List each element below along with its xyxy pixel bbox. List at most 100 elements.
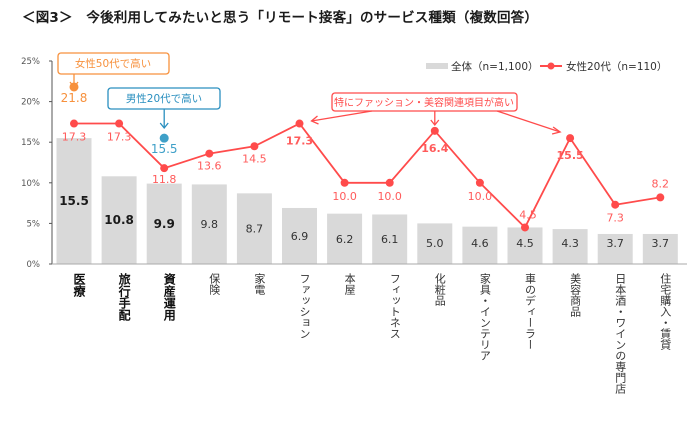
annotation-arrow-fashion bbox=[311, 110, 373, 122]
bar-保険 bbox=[191, 184, 227, 264]
line-value-label: 10.0 bbox=[468, 190, 493, 203]
legend: 全体（n=1,100） 女性20代（n=110） bbox=[426, 60, 667, 73]
bar-ファッション bbox=[282, 207, 317, 264]
arrow-head-icon bbox=[430, 119, 440, 127]
line-value-label: 4.5 bbox=[519, 208, 537, 221]
bar-美容商品 bbox=[552, 229, 588, 264]
legend-swatch-all bbox=[426, 63, 448, 69]
line-marker-車のディーラー bbox=[521, 223, 529, 232]
bar-value-label: 10.8 bbox=[104, 213, 134, 227]
bar-value-label: 4.6 bbox=[471, 237, 489, 250]
category-label: 日本酒・ワインの専門店 bbox=[614, 273, 627, 394]
category-label: 医療 bbox=[72, 273, 86, 298]
line-marker-化粧品 bbox=[430, 126, 439, 135]
bar-家具・インテリア bbox=[462, 226, 498, 264]
bars-layer bbox=[56, 138, 678, 264]
extra-point-label: 15.5 bbox=[151, 142, 178, 156]
line-female20 bbox=[74, 122, 661, 229]
bar-value-label: 3.7 bbox=[652, 237, 670, 250]
bar-value-label: 6.9 bbox=[291, 230, 309, 243]
bar-医療 bbox=[56, 138, 92, 264]
line-value-label: 14.5 bbox=[242, 152, 267, 165]
bar-家電 bbox=[236, 193, 272, 264]
category-label: ファッション bbox=[298, 273, 311, 339]
category-label: フィットネス bbox=[388, 273, 401, 339]
y-tick-label: 10% bbox=[21, 179, 40, 189]
category-label: 本屋 bbox=[343, 272, 356, 296]
category-label: 化粧品 bbox=[433, 272, 446, 306]
line-marker-美容商品 bbox=[566, 134, 575, 143]
legend-label-all: 全体（n=1,100） bbox=[451, 60, 539, 73]
bar-value-label: 8.7 bbox=[246, 223, 264, 236]
bar-value-label: 9.8 bbox=[201, 218, 219, 231]
bar-value-label: 6.2 bbox=[336, 233, 354, 246]
line-value-label: 15.5 bbox=[557, 149, 584, 162]
line-marker-日本酒・ワインの専門店 bbox=[611, 200, 620, 209]
category-labels: 医療 旅行手配 資産運用 保険 家電 ファッション 本屋 フィットネス 化粧品 家具・インテリア 車… bbox=[72, 272, 672, 394]
legend-label-female20: 女性20代（n=110） bbox=[566, 60, 667, 73]
y-tick-label: 20% bbox=[21, 98, 40, 108]
category-label: 住宅購入・賃貸 bbox=[659, 272, 672, 351]
bar-value-label: 6.1 bbox=[381, 233, 399, 246]
arrow-head-icon bbox=[69, 81, 79, 89]
bar-本屋 bbox=[327, 213, 363, 264]
y-tick-label: 0% bbox=[27, 260, 41, 270]
line-value-label: 17.3 bbox=[107, 131, 132, 144]
annotation-arrow-beauty bbox=[496, 110, 561, 133]
category-label: 保険 bbox=[208, 272, 221, 296]
line-marker-フィットネス bbox=[385, 178, 394, 187]
arrow-head-icon bbox=[159, 122, 169, 130]
line-marker-資産運用 bbox=[160, 164, 169, 173]
category-label: 家電 bbox=[253, 272, 266, 295]
line-value-label: 10.0 bbox=[377, 190, 402, 203]
y-tick-label: 15% bbox=[21, 138, 40, 148]
bar-日本酒・ワインの専門店 bbox=[597, 233, 633, 264]
line-marker-ファッション bbox=[295, 119, 304, 128]
bar-資産運用 bbox=[146, 183, 182, 264]
line-marker-医療 bbox=[70, 119, 78, 128]
bar-value-label: 15.5 bbox=[59, 194, 89, 208]
axes-layer: 0% 5% 10% 15% 20% 25% bbox=[21, 57, 687, 270]
line-marker-旅行手配 bbox=[115, 119, 124, 128]
line-value-label: 17.3 bbox=[62, 131, 87, 144]
annotation-text-fashion: 特にファッション・美容関連項目が高い bbox=[334, 96, 514, 109]
line-value-label: 13.6 bbox=[197, 160, 222, 173]
bar-フィットネス bbox=[372, 214, 408, 264]
bar-value-label: 4.3 bbox=[561, 237, 579, 250]
line-layer bbox=[69, 82, 665, 232]
extra-point-label: 21.8 bbox=[61, 91, 88, 105]
line-value-label: 17.3 bbox=[286, 135, 313, 148]
line-value-label: 8.2 bbox=[652, 177, 670, 190]
line-marker-家具・インテリア bbox=[475, 178, 484, 187]
legend-swatch-marker bbox=[547, 62, 555, 70]
y-tick-label: 5% bbox=[27, 219, 41, 229]
annotation-text-female50: 女性50代で高い bbox=[75, 57, 151, 70]
bar-車のディーラー bbox=[507, 227, 543, 264]
line-marker-保険 bbox=[205, 149, 214, 158]
arrow-head-icon bbox=[310, 115, 319, 125]
category-label: 車のディーラー bbox=[524, 272, 537, 350]
bar-value-label: 3.7 bbox=[606, 237, 624, 250]
annotation-text-male20: 男性20代で高い bbox=[126, 92, 202, 105]
arrow-head-icon bbox=[551, 126, 562, 135]
bar-旅行手配 bbox=[101, 176, 137, 264]
category-label: 資産運用 bbox=[162, 272, 176, 322]
y-tick-label: 25% bbox=[21, 57, 40, 67]
annotation-box-female50 bbox=[57, 52, 170, 75]
line-marker-住宅購入・賃貸 bbox=[656, 193, 665, 202]
line-marker-本屋 bbox=[340, 178, 349, 187]
bar-住宅購入・賃貸 bbox=[642, 233, 678, 264]
bar-value-label: 5.0 bbox=[426, 237, 444, 250]
line-marker-家電 bbox=[250, 142, 259, 151]
chart-title: ＜図3＞ 今後利用してみたいと思う「リモート接客」のサービス種類（複数回答） bbox=[22, 10, 539, 26]
bar-value-label: 4.5 bbox=[516, 237, 534, 250]
annotation-box-fashion bbox=[331, 92, 518, 112]
extra-point-男性20代 bbox=[159, 133, 169, 143]
labels-layer: 15.5 10.8 9.9 9.8 8.7 6.9 6.2 6.1 5.0 4.6 4.5 4.3 3.… bbox=[59, 91, 669, 250]
line-value-label: 11.8 bbox=[152, 173, 177, 186]
line-value-label: 16.4 bbox=[421, 142, 448, 155]
line-value-label: 7.3 bbox=[606, 212, 624, 225]
line-value-label: 10.0 bbox=[332, 190, 357, 203]
